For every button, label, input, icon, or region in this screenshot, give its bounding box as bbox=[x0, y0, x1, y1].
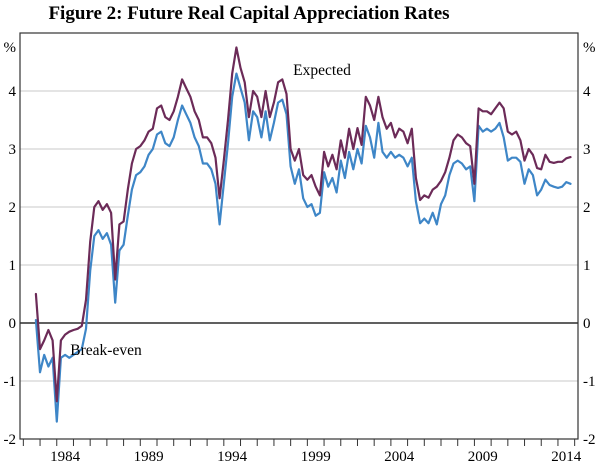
series-line-expected bbox=[34, 46, 572, 403]
y-axis-unit-right: % bbox=[583, 40, 596, 56]
y-tick-label-right: 4 bbox=[583, 84, 591, 100]
series-label-breakeven: Break-even bbox=[70, 342, 142, 359]
x-tick-label: 2014 bbox=[551, 449, 582, 465]
y-tick-label-left: 0 bbox=[9, 316, 17, 332]
y-tick-label-right: 3 bbox=[583, 142, 591, 158]
y-tick-label-right: -1 bbox=[583, 374, 596, 390]
x-axis-labels: 1984 1989 1994 1999 2004 2009 2014 bbox=[50, 449, 582, 465]
y-tick-label-left: 3 bbox=[9, 142, 17, 158]
y-tick-label-left: -1 bbox=[4, 374, 17, 390]
x-tick-label: 2004 bbox=[384, 449, 415, 465]
y-axis-unit-left: % bbox=[4, 40, 17, 56]
y-tick-label-left: 2 bbox=[9, 200, 17, 216]
x-tick-label: 1999 bbox=[301, 449, 331, 465]
y-tick-label-right: 1 bbox=[583, 258, 591, 274]
y-tick-label-right: 2 bbox=[583, 200, 591, 216]
series-line-break-even bbox=[34, 72, 572, 423]
x-tick-label: 1994 bbox=[217, 449, 248, 465]
y-tick-label-right: -2 bbox=[583, 432, 596, 448]
series-label-expected: Expected bbox=[293, 62, 351, 79]
x-tick-label: 1984 bbox=[50, 449, 81, 465]
plot-border bbox=[19, 32, 579, 440]
x-axis-ticks bbox=[22, 439, 576, 446]
chart-title: Figure 2: Future Real Capital Appreciati… bbox=[48, 3, 449, 24]
y-tick-label-left: 1 bbox=[9, 258, 17, 274]
y-tick-label-right: 0 bbox=[583, 316, 591, 332]
series-lines bbox=[34, 46, 572, 423]
y-tick-label-left: -2 bbox=[4, 432, 17, 448]
x-tick-label: 2009 bbox=[468, 449, 498, 465]
x-tick-label: 1989 bbox=[134, 449, 164, 465]
y-axis-labels: 4 4 3 3 2 2 1 1 0 0 -1 -1 -2 -2 bbox=[4, 84, 596, 448]
y-tick-label-left: 4 bbox=[9, 84, 17, 100]
